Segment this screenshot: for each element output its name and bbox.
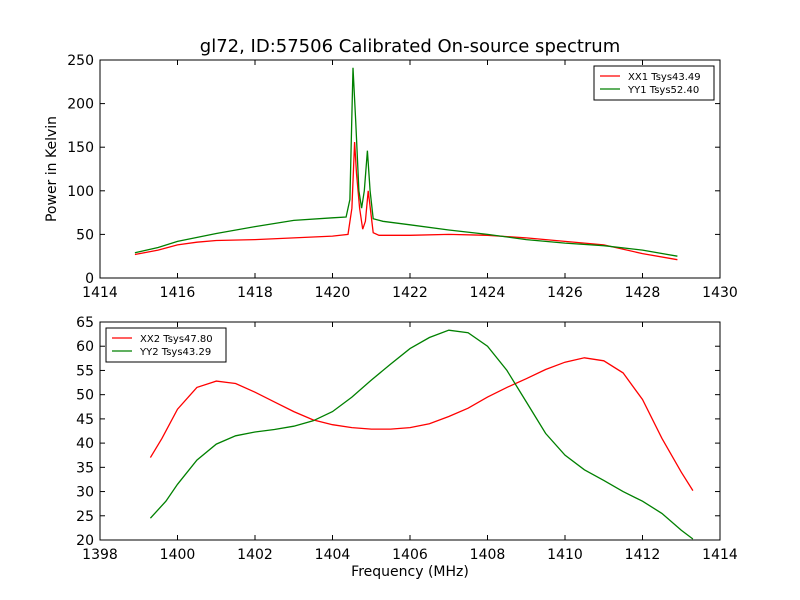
top-ytick-label: 0 (85, 271, 94, 287)
bottom-xtick-label: 1408 (470, 547, 506, 563)
bottom-ytick-label: 30 (76, 485, 94, 501)
bottom-legend: XX2 Tsys47.80 YY2 Tsys43.29 (105, 327, 227, 363)
top-xtick-label: 1414 (82, 285, 118, 301)
bottom-ytick-label: 25 (76, 509, 94, 525)
top-xtick-label: 1422 (392, 285, 428, 301)
top-xtick-label: 1416 (160, 285, 196, 301)
bottom-ytick-label: 50 (76, 388, 94, 404)
bottom-xtick-label: 1404 (315, 547, 351, 563)
top-xtick-label: 1426 (547, 285, 583, 301)
bottom-ytick-label: 65 (76, 315, 94, 331)
bottom-xtick-label: 1410 (547, 547, 583, 563)
top-ytick-label: 100 (67, 184, 94, 200)
top-xtick-label: 1424 (470, 285, 506, 301)
top-legend-label-2: YY1 Tsys52.40 (627, 85, 699, 96)
top-ytick-label: 200 (67, 97, 94, 113)
bottom-xtick-label: 1402 (237, 547, 273, 563)
bottom-ytick-label: 60 (76, 339, 94, 355)
bottom-legend-box (105, 327, 227, 363)
top-xtick-label: 1430 (702, 285, 738, 301)
bottom-xlabel: Frequency (MHz) (351, 564, 469, 580)
top-series-2-line (134, 67, 678, 257)
bottom-xtick-label: 1412 (625, 547, 661, 563)
top-ytick-label: 150 (67, 140, 94, 156)
top-xtick-label: 1428 (625, 285, 661, 301)
bottom-legend-label-1: XX2 Tsys47.80 (140, 334, 213, 345)
bottom-xtick-label: 1406 (392, 547, 428, 563)
top-legend-label-1: XX1 Tsys43.49 (628, 72, 701, 83)
top-ytick-label: 250 (67, 53, 94, 69)
top-ylabel: Power in Kelvin (44, 116, 60, 222)
bottom-legend-label-2: YY2 Tsys43.29 (139, 347, 211, 358)
top-xtick-label: 1418 (237, 285, 273, 301)
top-legend-box (593, 65, 715, 101)
top-ytick-label: 50 (76, 227, 94, 243)
figure-title: gl72, ID:57506 Calibrated On-source spec… (200, 36, 620, 57)
bottom-xtick-label: 1414 (702, 547, 738, 563)
bottom-xtick-label: 1400 (160, 547, 196, 563)
bottom-ytick-label: 20 (76, 533, 94, 549)
bottom-series-2-line (149, 329, 694, 540)
top-xtick-label: 1420 (315, 285, 351, 301)
top-chart-panel: Power in Kelvin 1414 1416 1418 1420 1422 1424… (44, 53, 738, 301)
bottom-chart-panel: 1398 1400 1402 1404 1406 1408 1410 1412 1414 20 25… (76, 315, 738, 563)
bottom-series-1-line (149, 357, 694, 491)
top-legend: XX1 Tsys43.49 YY1 Tsys52.40 (593, 65, 715, 101)
top-series-1-line (134, 141, 678, 261)
bottom-ytick-label: 55 (76, 363, 94, 379)
bottom-ytick-label: 40 (76, 436, 94, 452)
bottom-ytick-label: 45 (76, 412, 94, 428)
bottom-xtick-label: 1398 (82, 547, 118, 563)
bottom-ytick-label: 35 (76, 460, 94, 476)
